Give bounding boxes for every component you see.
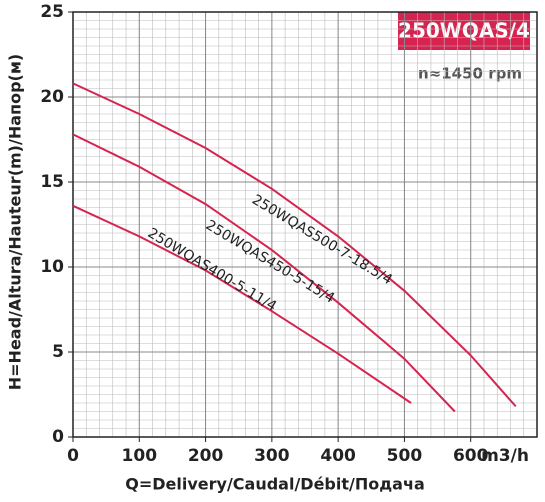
plot-frame xyxy=(72,11,538,438)
y-tick-label: 20 xyxy=(40,87,64,107)
title-box xyxy=(398,12,530,50)
x-tick-label: 0 xyxy=(67,446,79,466)
chart-title: 250WQAS/4 xyxy=(398,19,530,43)
curve xyxy=(72,82,517,408)
curve-label: 250WQAS500-7-18.5/4 xyxy=(249,192,395,288)
x-unit: m3/h xyxy=(481,446,529,466)
x-tick-label: 400 xyxy=(320,446,356,466)
y-axis-label: H=Head/Altura/Hauteur(m)/Напор(м) xyxy=(6,54,25,390)
y-tick-label: 0 xyxy=(52,427,64,447)
curve xyxy=(72,133,456,413)
y-tick-label: 25 xyxy=(40,2,64,22)
y-tick-label: 5 xyxy=(52,342,64,362)
x-tick-label: 200 xyxy=(188,446,224,466)
y-tick-label: 15 xyxy=(40,172,64,192)
x-tick-label: 500 xyxy=(387,446,423,466)
x-axis-label: Q=Delivery/Caudal/Débit/Подача xyxy=(125,475,425,494)
y-tick-label: 10 xyxy=(40,257,64,277)
x-tick-label: 100 xyxy=(122,446,158,466)
x-tick-label: 600 xyxy=(453,446,489,466)
x-tick-label: 300 xyxy=(254,446,290,466)
curve xyxy=(72,204,412,404)
curve-label: 250WQAS400-5-11/4 xyxy=(145,225,280,315)
